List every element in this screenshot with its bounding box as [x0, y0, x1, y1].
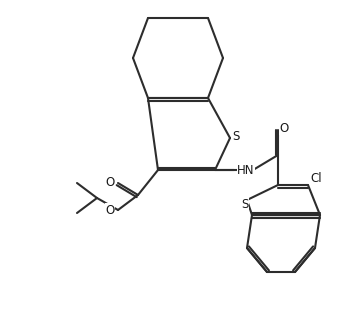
Text: S: S [241, 197, 249, 211]
Text: Cl: Cl [310, 171, 322, 185]
Text: HN: HN [237, 163, 255, 177]
Text: O: O [279, 122, 289, 134]
Text: O: O [105, 204, 115, 216]
Text: S: S [232, 129, 240, 143]
Text: O: O [105, 177, 115, 189]
